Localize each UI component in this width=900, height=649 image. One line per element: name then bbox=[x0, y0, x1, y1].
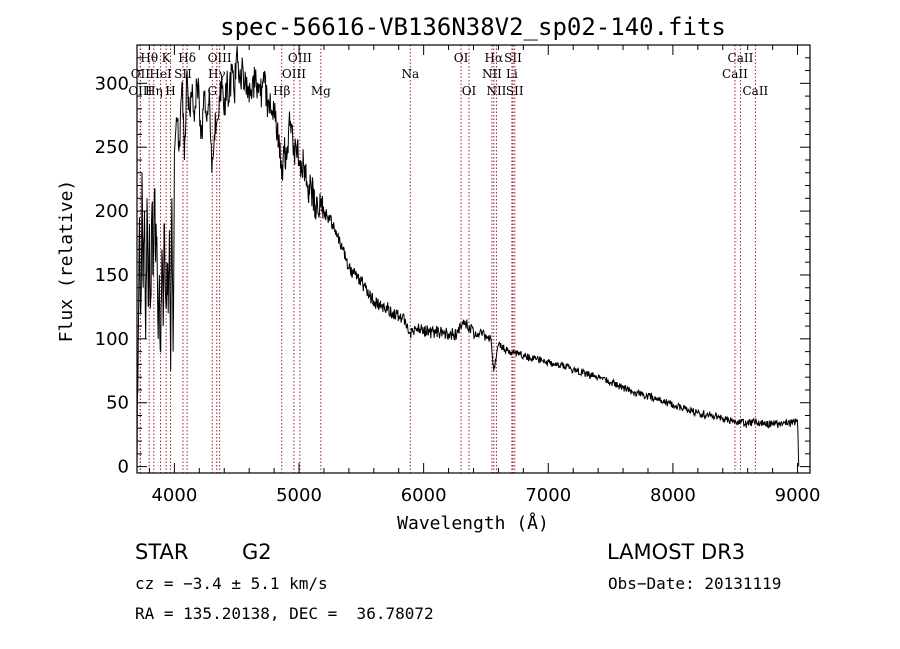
chart-title: spec-56616-VB136N38V2_sp02-140.fits bbox=[220, 13, 726, 41]
line-id-label-22: SII bbox=[504, 51, 522, 65]
line-id-label-26: CaII bbox=[722, 67, 748, 81]
line-id-label-27: CaII bbox=[742, 84, 768, 98]
line-id-label-2: OIII bbox=[128, 84, 152, 98]
y-axis-label: Flux (relative) bbox=[56, 180, 77, 343]
y-tick-label-2: 100 bbox=[95, 329, 129, 350]
observation-date: Obs−Date: 20131119 bbox=[608, 574, 782, 593]
line-id-label-19: Hα bbox=[485, 51, 504, 65]
line-id-label-5: HeI bbox=[149, 67, 172, 81]
x-tick-label-2: 6000 bbox=[401, 485, 447, 506]
line-id-label-6: H bbox=[165, 84, 175, 98]
line-id-label-4: K bbox=[162, 51, 172, 65]
x-tick-label-3: 7000 bbox=[525, 485, 571, 506]
line-id-label-3: Hη bbox=[145, 84, 163, 98]
x-tick-label-1: 5000 bbox=[276, 485, 322, 506]
line-id-label-23: Li bbox=[506, 67, 518, 81]
y-tick-label-5: 250 bbox=[95, 137, 129, 158]
line-id-label-18: OI bbox=[462, 84, 477, 98]
line-id-label-10: Hγ bbox=[208, 67, 226, 81]
y-tick-label-0: 0 bbox=[118, 457, 129, 478]
sky-coordinates: RA = 135.20138, DEC = 36.78072 bbox=[135, 604, 434, 623]
line-id-label-11: G bbox=[207, 84, 217, 98]
line-id-label-13: OIII bbox=[288, 51, 312, 65]
line-id-label-15: Mg bbox=[311, 84, 331, 98]
x-tick-label-4: 8000 bbox=[650, 485, 696, 506]
line-id-label-12: Hβ bbox=[273, 84, 290, 98]
y-tick-label-1: 50 bbox=[106, 393, 129, 414]
line-id-label-25: CaII bbox=[728, 51, 754, 65]
object-class: STAR bbox=[135, 540, 189, 564]
y-tick-label-3: 150 bbox=[95, 265, 129, 286]
axes: 4000 5000 6000 7000 8000 9000 0 50 100 150 200 250 3… bbox=[95, 45, 821, 506]
plot-frame bbox=[136, 44, 811, 474]
survey-name: LAMOST DR3 bbox=[607, 540, 746, 564]
x-axis-label: Wavelength (Å) bbox=[397, 512, 549, 534]
y-tick-label-4: 200 bbox=[95, 201, 129, 222]
line-id-label-9: OIII bbox=[208, 51, 232, 65]
redshift-velocity: cz = −3.4 ± 5.1 km/s bbox=[135, 574, 328, 593]
line-id-label-0: Hθ bbox=[140, 51, 158, 65]
spectral-subclass: G2 bbox=[242, 540, 272, 564]
line-id-label-8: SII bbox=[174, 67, 192, 81]
line-id-label-21: NII bbox=[486, 84, 506, 98]
line-id-label-17: OI bbox=[454, 51, 469, 65]
line-id-label-24: SII bbox=[506, 84, 524, 98]
line-id-label-16: Na bbox=[401, 67, 419, 81]
line-id-label-7: Hδ bbox=[178, 51, 196, 65]
line-id-label-14: OIII bbox=[282, 67, 306, 81]
spectrum-line bbox=[136, 45, 800, 467]
y-tick-label-6: 300 bbox=[95, 73, 129, 94]
line-id-label-20: NII bbox=[482, 67, 502, 81]
x-tick-label-0: 4000 bbox=[151, 485, 197, 506]
spectrum-series bbox=[136, 45, 800, 467]
x-tick-label-5: 9000 bbox=[775, 485, 821, 506]
